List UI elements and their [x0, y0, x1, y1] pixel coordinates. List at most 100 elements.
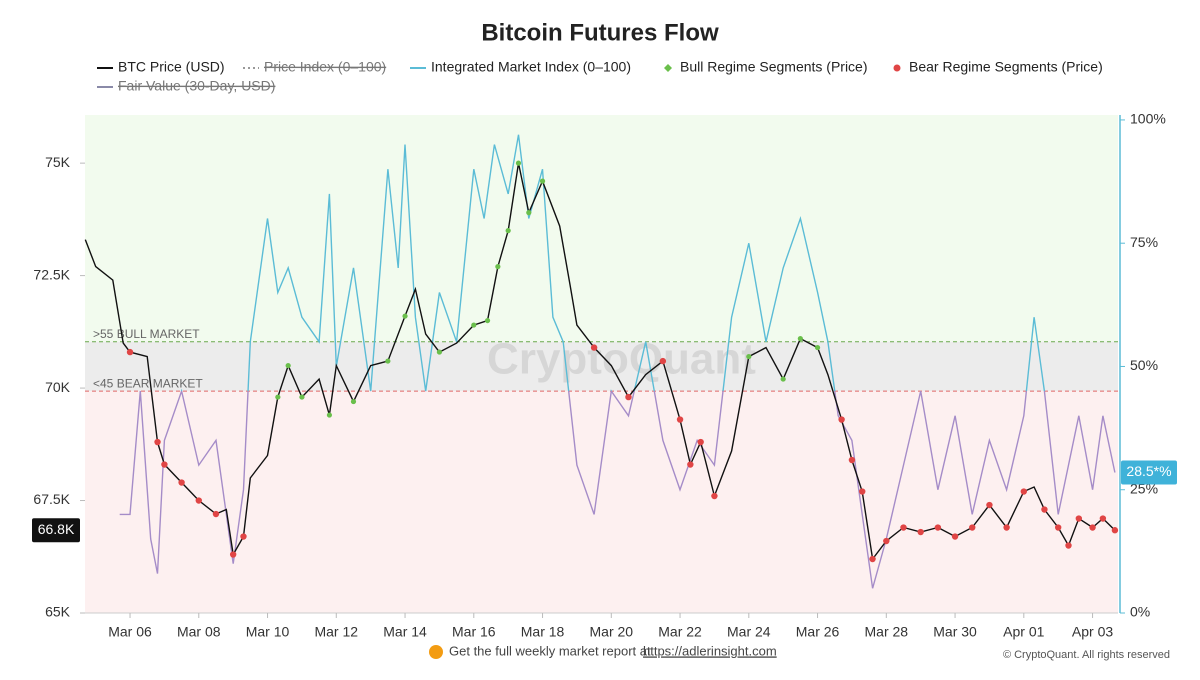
bear-point — [229, 551, 237, 558]
x-tick-label: Mar 12 — [314, 624, 358, 640]
bear-point — [659, 357, 667, 365]
legend-label: Bear Regime Segments (Price) — [909, 59, 1103, 75]
x-tick-label: Mar 24 — [727, 624, 771, 640]
bear-point — [951, 533, 959, 540]
price-line — [84, 162, 1116, 561]
bear-point — [1054, 524, 1062, 531]
bull-point — [299, 394, 305, 400]
x-tick-label: Mar 30 — [933, 624, 977, 640]
bear-point — [195, 497, 202, 504]
price-badge — [32, 518, 80, 543]
index-line — [119, 134, 1116, 589]
bear-point — [859, 488, 866, 495]
bear-point — [883, 537, 890, 545]
bear-point — [676, 416, 684, 423]
legend-label: Fair Value (30-Day, USD) — [118, 78, 275, 94]
x-tick-label: Mar 22 — [658, 624, 702, 640]
bull-point — [350, 398, 357, 405]
bear-point — [1099, 515, 1107, 522]
bull-point — [746, 353, 752, 360]
y-tick-label: 75K — [45, 154, 71, 170]
legend-label: Bull Regime Segments (Price) — [680, 59, 868, 75]
bear-point — [934, 524, 942, 531]
x-tick-label: Mar 26 — [796, 624, 840, 640]
bear-point — [1111, 527, 1119, 534]
bear-point — [838, 416, 845, 423]
y-tick-label: 65K — [45, 604, 71, 620]
y2-tick-label: 50% — [1130, 357, 1158, 373]
bear-point — [1065, 542, 1072, 549]
bull-point — [780, 376, 786, 382]
bear-point — [986, 501, 993, 509]
x-tick-label: Mar 20 — [590, 624, 634, 640]
copyright: © CryptoQuant. All rights reserved — [1003, 649, 1170, 661]
index-badge — [1121, 460, 1177, 485]
footer-link[interactable]: https://adlerinsight.com — [643, 643, 777, 658]
bear-point — [1089, 524, 1096, 531]
y-tick-label: 72.5K — [33, 266, 70, 282]
bull-point — [285, 362, 291, 369]
bear-point — [848, 456, 856, 464]
y2-tick-label: 75% — [1130, 234, 1158, 250]
legend-label: Integrated Market Index (0–100) — [431, 59, 631, 75]
x-tick-label: Mar 08 — [177, 624, 221, 640]
bull-point — [515, 160, 522, 166]
bull-point — [539, 178, 546, 184]
bull-point — [526, 210, 532, 216]
y-tick-label: 67.5K — [33, 491, 70, 507]
x-tick-label: Apr 01 — [1003, 624, 1044, 640]
bull-point — [436, 349, 443, 355]
bull-point — [471, 322, 477, 328]
bear-point — [697, 438, 704, 446]
x-tick-label: Mar 28 — [865, 624, 909, 640]
bear-point — [1075, 515, 1083, 522]
x-tick-label: Mar 06 — [108, 624, 152, 640]
bear-point — [969, 524, 976, 531]
y-tick-label: 70K — [45, 379, 71, 395]
bear-point — [1041, 506, 1048, 513]
footer-text: Get the full weekly market report at — [449, 643, 651, 658]
legend-swatch — [664, 64, 672, 72]
bull-point — [814, 344, 821, 351]
bear-point — [917, 528, 924, 536]
x-tick-label: Mar 18 — [521, 624, 565, 640]
bull-point — [484, 317, 491, 324]
price-badge-label: 66.8K — [38, 521, 75, 537]
bull-point — [385, 358, 391, 364]
threshold-label: >55 BULL MARKET — [93, 327, 200, 341]
bear-point — [154, 438, 161, 446]
bear-point — [687, 461, 694, 468]
footer-icon — [429, 645, 443, 659]
bull-point — [797, 335, 803, 342]
chart-title: Bitcoin Futures Flow — [481, 19, 719, 46]
bear-point — [212, 510, 220, 518]
bear-zone — [85, 391, 1118, 613]
bear-point — [625, 393, 632, 401]
bull-point — [505, 228, 511, 234]
neutral-zone — [85, 341, 1118, 392]
bear-point — [590, 344, 598, 351]
bear-point — [161, 461, 168, 468]
bear-point — [178, 479, 185, 486]
y2-tick-label: 100% — [1130, 111, 1166, 127]
legend-label: BTC Price (USD) — [118, 59, 225, 75]
bear-point — [1003, 524, 1010, 531]
bear-point — [1020, 488, 1028, 495]
bear-point — [900, 524, 907, 531]
x-tick-label: Mar 14 — [383, 624, 427, 640]
x-tick-label: Mar 10 — [246, 624, 290, 640]
bull-point — [402, 313, 408, 319]
bear-point — [126, 348, 134, 356]
bull-point — [326, 412, 333, 418]
bear-point — [869, 555, 876, 563]
legend-label: Price Index (0–100) — [264, 59, 386, 75]
bull-zone — [85, 115, 1118, 342]
bull-point — [275, 394, 281, 400]
x-tick-label: Apr 03 — [1072, 624, 1113, 640]
y2-tick-label: 0% — [1130, 604, 1150, 620]
legend-swatch — [893, 64, 901, 72]
threshold-label: <45 BEAR MARKET — [93, 376, 203, 390]
bull-point — [495, 264, 501, 270]
watermark: CryptoQuant — [487, 335, 756, 384]
